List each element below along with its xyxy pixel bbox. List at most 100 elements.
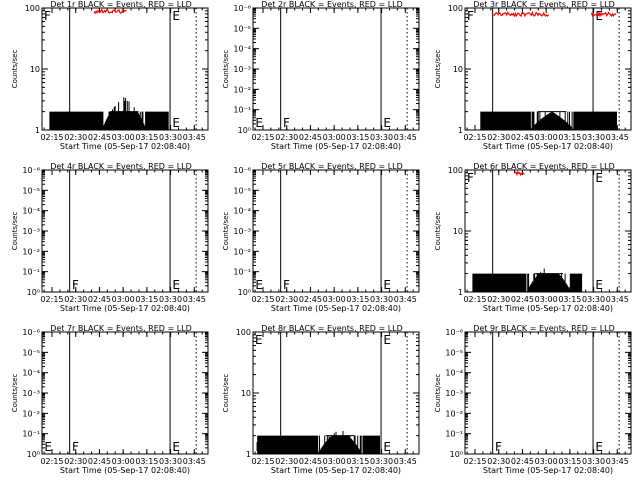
y-axis-label: Counts/sec xyxy=(11,212,19,251)
x-tick-label: 02:30 xyxy=(64,295,87,304)
y-tick-label: 100 xyxy=(448,4,463,13)
marker-label-top: E xyxy=(255,333,263,347)
y-tick-label: 10⁻⁵ xyxy=(22,186,40,195)
panel-det-4: Det 4r BLACK = Events, RED = LLD 10⁰ 10⁻¹ 1… xyxy=(11,162,209,313)
x-tick-label: 02:45 xyxy=(88,295,111,304)
x-tick-label: 03:45 xyxy=(183,133,206,142)
marker-label-top: E xyxy=(595,171,603,185)
lld-series-line xyxy=(93,8,127,15)
x-tick-label: 03:00 xyxy=(323,295,346,304)
y-tick-label: 10⁰ xyxy=(27,288,40,297)
x-tick-label: 03:15 xyxy=(346,133,369,142)
x-tick-label: 02:45 xyxy=(299,295,322,304)
x-tick-label: 02:15 xyxy=(40,457,63,466)
x-tick-label: 03:15 xyxy=(346,457,369,466)
x-tick-label: 03:15 xyxy=(558,133,581,142)
x-tick-label: 02:30 xyxy=(487,457,510,466)
x-tick-label: 02:45 xyxy=(511,295,534,304)
y-tick-label: 10⁻³ xyxy=(445,389,463,398)
y-axis-label: Counts/sec xyxy=(434,212,442,251)
panel-det-2: Det 2r BLACK = Events, RED = LLD 10⁰ 10⁻¹ 1… xyxy=(222,0,420,151)
y-tick-label: 10⁻³ xyxy=(233,227,251,236)
plot-frame xyxy=(252,7,420,131)
x-tick-label: 02:45 xyxy=(511,457,534,466)
x-tick-label: 02:15 xyxy=(463,295,486,304)
x-tick-label: 02:30 xyxy=(275,133,298,142)
y-axis-label: Counts/sec xyxy=(222,50,230,89)
y-tick-label: 10⁻¹ xyxy=(233,268,251,277)
x-tick-label: 03:00 xyxy=(535,133,558,142)
y-tick-label: 10 xyxy=(241,389,251,398)
marker-label-e: E xyxy=(383,440,391,454)
y-tick-label: 10⁻² xyxy=(233,85,251,94)
x-axis-label: Start Time (05-Sep-17 02:08:40) xyxy=(483,466,613,475)
marker-label-top: F xyxy=(44,9,51,23)
marker-label-top: F xyxy=(467,171,474,185)
panel-title: Det 7r BLACK = Events, RED = LLD xyxy=(50,324,192,333)
y-tick-label: 10⁻⁴ xyxy=(233,45,251,54)
x-tick-label: 03:30 xyxy=(159,457,182,466)
panel-det-5: Det 5r BLACK = Events, RED = LLD 10⁰ 10⁻¹ 1… xyxy=(222,162,420,313)
x-tick-label: 03:45 xyxy=(606,295,629,304)
panel-title: Det 4r BLACK = Events, RED = LLD xyxy=(50,162,192,171)
y-tick-label: 1 xyxy=(458,288,463,297)
y-tick-label: 10 xyxy=(453,227,463,236)
x-tick-label: 02:45 xyxy=(88,133,111,142)
y-tick-label: 1 xyxy=(458,126,463,135)
x-tick-label: 02:15 xyxy=(40,295,63,304)
marker-label-f: F xyxy=(283,278,290,292)
y-tick-label: 10⁻⁴ xyxy=(233,207,251,216)
x-tick-label: 02:15 xyxy=(463,133,486,142)
plot-frame xyxy=(41,331,209,455)
x-tick-label: 03:00 xyxy=(112,457,135,466)
x-tick-label: 03:30 xyxy=(370,133,393,142)
marker-label-top: F xyxy=(467,9,474,23)
x-tick-label: 03:45 xyxy=(394,133,417,142)
y-tick-label: 10 xyxy=(453,65,463,74)
panel-title: Det 3r BLACK = Events, RED = LLD xyxy=(473,0,615,9)
marker-label-e: E xyxy=(44,440,52,454)
x-tick-label: 03:00 xyxy=(112,133,135,142)
marker-label-e: E xyxy=(255,116,263,130)
marker-label-e: E xyxy=(383,278,391,292)
marker-label-top: E xyxy=(383,333,391,347)
x-axis-label: Start Time (05-Sep-17 02:08:40) xyxy=(483,142,613,151)
panel-title: Det 1r BLACK = Events, RED = LLD xyxy=(50,0,192,9)
y-tick-label: 10⁰ xyxy=(238,288,251,297)
y-tick-label: 10⁰ xyxy=(27,450,40,459)
x-tick-label: 03:15 xyxy=(135,457,158,466)
y-tick-label: 10⁻⁵ xyxy=(233,24,251,33)
y-tick-label: 10⁻⁶ xyxy=(233,166,251,175)
y-axis-label: Counts/sec xyxy=(222,374,230,413)
marker-label-e: E xyxy=(595,278,603,292)
x-axis-label: Start Time (05-Sep-17 02:08:40) xyxy=(271,304,401,313)
y-tick-label: 10⁻⁶ xyxy=(445,328,463,337)
y-tick-label: 10⁻⁶ xyxy=(22,166,40,175)
x-axis-label: Start Time (05-Sep-17 02:08:40) xyxy=(483,304,613,313)
y-tick-label: 10⁻¹ xyxy=(22,268,40,277)
marker-label-e: E xyxy=(172,440,180,454)
x-tick-label: 02:30 xyxy=(275,457,298,466)
x-tick-label: 02:15 xyxy=(251,133,274,142)
x-tick-label: 02:15 xyxy=(251,295,274,304)
x-tick-label: 02:45 xyxy=(299,457,322,466)
y-tick-label: 10⁻⁵ xyxy=(445,348,463,357)
x-tick-label: 02:30 xyxy=(487,133,510,142)
x-tick-label: 03:00 xyxy=(323,457,346,466)
marker-label-e: E xyxy=(255,278,263,292)
y-axis-label: Counts/sec xyxy=(434,374,442,413)
marker-label-top: E xyxy=(172,9,180,23)
events-series-line xyxy=(257,431,380,454)
y-tick-label: 10⁻³ xyxy=(233,65,251,74)
x-tick-label: 02:30 xyxy=(64,457,87,466)
x-tick-label: 02:15 xyxy=(40,133,63,142)
y-tick-label: 100 xyxy=(25,4,40,13)
x-tick-label: 03:00 xyxy=(535,295,558,304)
lld-series-line xyxy=(513,170,525,177)
marker-label-f: F xyxy=(495,440,502,454)
x-tick-label: 03:45 xyxy=(394,457,417,466)
y-tick-label: 10⁻¹ xyxy=(233,106,251,115)
x-tick-label: 02:45 xyxy=(88,457,111,466)
y-tick-label: 10⁻⁴ xyxy=(22,369,40,378)
x-tick-label: 02:45 xyxy=(299,133,322,142)
